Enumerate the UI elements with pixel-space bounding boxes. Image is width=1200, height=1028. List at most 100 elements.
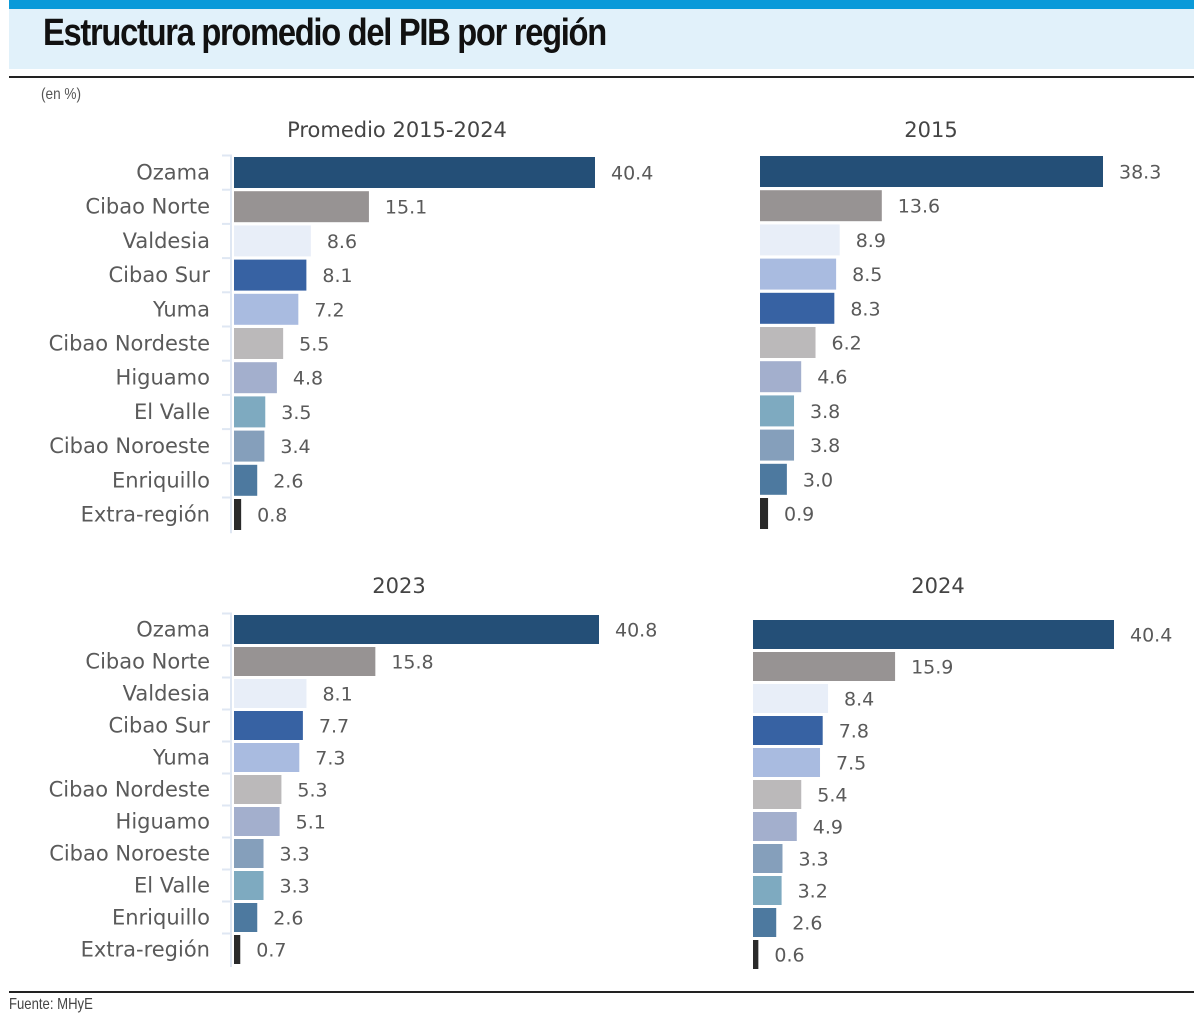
- bar-yuma: [234, 743, 300, 772]
- category-label: El Valle: [134, 874, 210, 898]
- value-label: 8.6: [327, 231, 357, 253]
- bar-yuma: [234, 293, 299, 325]
- bar-extra-regi-n: [760, 498, 769, 529]
- value-label: 3.8: [810, 401, 840, 423]
- bar-ozama: [234, 157, 595, 188]
- category-label: Extra-región: [81, 938, 210, 962]
- value-label: 40.4: [1130, 625, 1172, 647]
- value-label: 8.5: [852, 264, 882, 286]
- value-label: 3.2: [798, 881, 828, 903]
- value-label: 4.6: [817, 367, 847, 389]
- value-label: 3.3: [280, 844, 310, 866]
- bar-el-valle: [753, 876, 782, 905]
- value-label: 2.6: [273, 908, 303, 930]
- value-label: 3.0: [803, 469, 833, 491]
- value-label: 6.2: [832, 333, 862, 355]
- footer-divider: [9, 991, 1194, 993]
- bar-cibao-noroeste: [753, 844, 783, 873]
- bar-higuamo: [753, 812, 797, 841]
- category-label: Valdesia: [123, 229, 210, 253]
- value-label: 40.8: [615, 620, 657, 642]
- value-label: 15.9: [911, 657, 953, 679]
- bar-valdesia: [234, 679, 307, 708]
- bar-cibao-norte: [234, 647, 376, 676]
- bar-cibao-noroeste: [234, 430, 265, 462]
- bar-extra-regi-n: [234, 499, 242, 530]
- bar-el-valle: [234, 871, 264, 900]
- value-label: 0.8: [257, 505, 287, 527]
- value-label: 0.9: [784, 504, 814, 526]
- value-label: 7.7: [319, 716, 349, 738]
- bar-enriquillo: [760, 463, 787, 495]
- category-label: Cibao Nordeste: [49, 332, 210, 356]
- bar-el-valle: [760, 395, 795, 427]
- accent-bar: [9, 0, 1194, 9]
- category-label: Higuamo: [116, 810, 210, 834]
- category-label: El Valle: [134, 400, 210, 424]
- header-divider: [9, 76, 1194, 78]
- category-label: Higuamo: [116, 366, 210, 390]
- bar-cibao-nordeste: [234, 775, 282, 804]
- category-label: Yuma: [152, 297, 210, 321]
- value-label: 3.4: [280, 436, 310, 458]
- value-label: 3.8: [810, 435, 840, 457]
- panel-title: Promedio 2015-2024: [287, 118, 507, 142]
- value-label: 15.8: [391, 652, 433, 674]
- category-label: Cibao Norte: [85, 650, 210, 674]
- bar-enriquillo: [234, 903, 258, 932]
- category-label: Cibao Noroeste: [49, 842, 210, 866]
- value-label: 5.3: [297, 780, 327, 802]
- value-label: 8.4: [844, 689, 874, 711]
- value-label: 7.5: [836, 753, 866, 775]
- bar-ozama: [234, 615, 599, 644]
- category-label: Yuma: [152, 746, 210, 770]
- bar-cibao-sur: [760, 292, 835, 324]
- value-label: 2.6: [273, 470, 303, 492]
- bar-el-valle: [234, 396, 266, 428]
- value-label: 8.9: [856, 230, 886, 252]
- bar-valdesia: [760, 224, 840, 256]
- bar-valdesia: [234, 225, 311, 257]
- category-label: Enriquillo: [112, 468, 210, 492]
- category-label: Extra-región: [81, 503, 210, 527]
- bar-yuma: [760, 258, 837, 290]
- value-label: 8.1: [322, 684, 352, 706]
- value-label: 7.2: [314, 299, 344, 321]
- bar-cibao-nordeste: [753, 780, 802, 809]
- category-label: Valdesia: [123, 682, 210, 706]
- category-label: Enriquillo: [112, 906, 210, 930]
- bar-cibao-norte: [753, 652, 896, 681]
- bar-ozama: [760, 156, 1103, 187]
- bar-cibao-nordeste: [760, 327, 816, 358]
- bar-extra-regi-n: [753, 940, 759, 969]
- bar-valdesia: [753, 684, 829, 713]
- bar-cibao-sur: [234, 259, 307, 291]
- category-label: Cibao Sur: [109, 263, 211, 287]
- category-label: Cibao Norte: [85, 195, 210, 219]
- value-label: 0.6: [774, 945, 804, 967]
- value-label: 0.7: [256, 940, 286, 962]
- value-label: 15.1: [385, 197, 427, 219]
- bar-cibao-norte: [760, 190, 882, 222]
- panel-title: 2015: [904, 118, 957, 142]
- category-label: Cibao Noroeste: [49, 434, 210, 458]
- panel-title: 2023: [372, 574, 425, 598]
- category-label: Ozama: [136, 618, 210, 642]
- value-label: 3.3: [280, 876, 310, 898]
- value-label: 5.1: [296, 812, 326, 834]
- panel-title: 2024: [911, 574, 964, 598]
- value-label: 7.8: [839, 721, 869, 743]
- bar-enriquillo: [753, 908, 777, 937]
- value-label: 8.1: [322, 265, 352, 287]
- bar-higuamo: [760, 361, 802, 393]
- value-label: 13.6: [898, 196, 940, 218]
- bar-cibao-noroeste: [760, 429, 795, 461]
- bar-cibao-sur: [753, 716, 823, 745]
- value-label: 3.5: [281, 402, 311, 424]
- source-note: Fuente: MHyE: [9, 996, 93, 1013]
- chart-title: Estructura promedio del PIB por región: [43, 12, 607, 54]
- bar-cibao-norte: [234, 191, 369, 223]
- bar-cibao-nordeste: [234, 328, 284, 359]
- bar-enriquillo: [234, 464, 258, 496]
